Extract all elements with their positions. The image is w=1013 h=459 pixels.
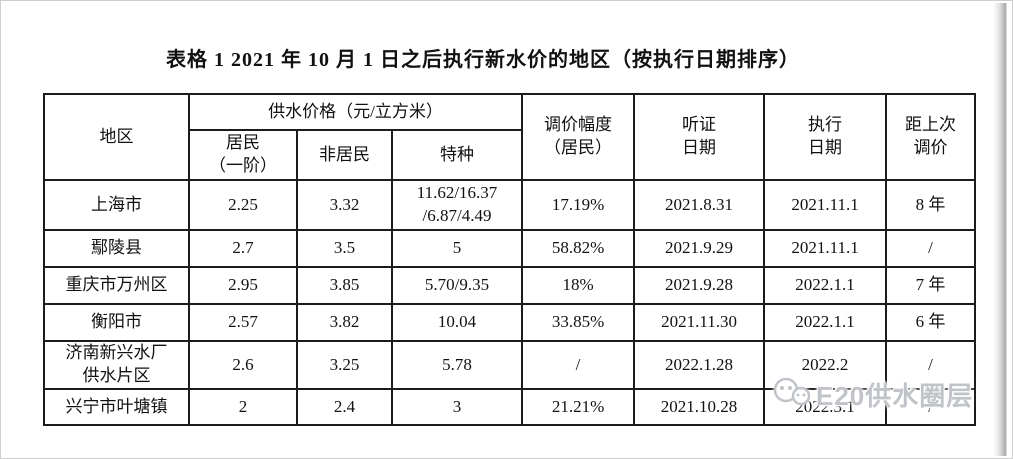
since-last-cell: / (885, 340, 977, 390)
header-hearing-date: 听证 日期 (633, 93, 766, 181)
region-cell: 衡阳市 (43, 303, 190, 342)
region-cell: 鄢陵县 (43, 229, 190, 268)
region-cell: 兴宁市叶塘镇 (43, 388, 190, 426)
special-price-cell: 3 (390, 388, 524, 426)
non-resident-price-cell: 3.82 (296, 303, 393, 342)
adjustment-cell: 21.21% (521, 388, 636, 426)
hearing-date-cell: 2021.9.28 (633, 266, 766, 305)
non-resident-price-cell: 3.32 (296, 179, 393, 231)
header-execution-date: 执行 日期 (763, 93, 888, 181)
execution-date-cell: 2022.1.1 (763, 266, 888, 305)
resident-price-cell: 2 (188, 388, 298, 426)
header-region: 地区 (43, 93, 190, 181)
special-price-cell: 5.78 (390, 340, 524, 390)
execution-date-cell: 2022.3.1 (763, 388, 888, 426)
table-row: 重庆市万州区 2.95 3.85 5.70/9.35 18% 2021.9.28… (43, 266, 977, 305)
special-price-cell: 5 (390, 229, 524, 268)
table-row: 衡阳市 2.57 3.82 10.04 33.85% 2021.11.30 20… (43, 303, 977, 342)
hearing-date-cell: 2021.8.31 (633, 179, 766, 231)
hearing-date-cell: 2021.11.30 (633, 303, 766, 342)
resident-price-cell: 2.6 (188, 340, 298, 390)
since-last-cell: 6 年 (885, 303, 977, 342)
hearing-date-cell: 2021.10.28 (633, 388, 766, 426)
header-non-resident: 非居民 (296, 129, 393, 181)
since-last-cell: / (885, 229, 977, 268)
special-price-cell: 5.70/9.35 (390, 266, 524, 305)
header-price-group: 供水价格（元/立方米） (187, 93, 524, 131)
special-price-cell: 11.62/16.37 /6.87/4.49 (390, 179, 524, 231)
since-last-cell: 7 年 (885, 266, 977, 305)
resident-price-cell: 2.95 (188, 266, 298, 305)
non-resident-price-cell: 3.85 (296, 266, 393, 305)
execution-date-cell: 2022.1.1 (763, 303, 888, 342)
table-row: 鄢陵县 2.7 3.5 5 58.82% 2021.9.29 2021.11.1… (43, 229, 977, 268)
execution-date-cell: 2021.11.1 (763, 179, 888, 231)
header-since-last: 距上次 调价 (885, 93, 977, 181)
header-resident: 居民 （一阶） (188, 129, 298, 181)
table-row: 兴宁市叶塘镇 2 2.4 3 21.21% 2021.10.28 2022.3.… (43, 388, 977, 426)
adjustment-cell: 18% (521, 266, 636, 305)
table-title: 表格 1 2021 年 10 月 1 日之后执行新水价的地区（按执行日期排序） (166, 49, 800, 71)
hearing-date-cell: 2021.9.29 (633, 229, 766, 268)
region-cell: 重庆市万州区 (43, 266, 190, 305)
adjustment-cell: 17.19% (521, 179, 636, 231)
execution-date-cell: 2021.11.1 (763, 229, 888, 268)
table-row: 上海市 2.25 3.32 11.62/16.37 /6.87/4.49 17.… (43, 179, 977, 231)
table-row: 济南新兴水厂 供水片区 2.6 3.25 5.78 / 2022.1.28 20… (43, 340, 977, 390)
since-last-cell: / (885, 388, 977, 426)
page-edge-shadow (993, 3, 1007, 456)
adjustment-cell: 58.82% (521, 229, 636, 268)
header-adjustment: 调价幅度 （居民） (521, 93, 636, 181)
non-resident-price-cell: 3.25 (296, 340, 393, 390)
non-resident-price-cell: 2.4 (296, 388, 393, 426)
water-price-table: 地区 供水价格（元/立方米） 调价幅度 （居民） 听证 日期 执行 日期 距上次… (43, 93, 977, 426)
resident-price-cell: 2.25 (188, 179, 298, 231)
since-last-cell: 8 年 (885, 179, 977, 231)
region-cell: 济南新兴水厂 供水片区 (43, 340, 190, 390)
region-cell: 上海市 (43, 179, 190, 231)
adjustment-cell: / (521, 340, 636, 390)
resident-price-cell: 2.57 (188, 303, 298, 342)
special-price-cell: 10.04 (390, 303, 524, 342)
execution-date-cell: 2022.2 (763, 340, 888, 390)
resident-price-cell: 2.7 (188, 229, 298, 268)
non-resident-price-cell: 3.5 (296, 229, 393, 268)
header-special: 特种 (390, 129, 524, 181)
adjustment-cell: 33.85% (521, 303, 636, 342)
hearing-date-cell: 2022.1.28 (633, 340, 766, 390)
